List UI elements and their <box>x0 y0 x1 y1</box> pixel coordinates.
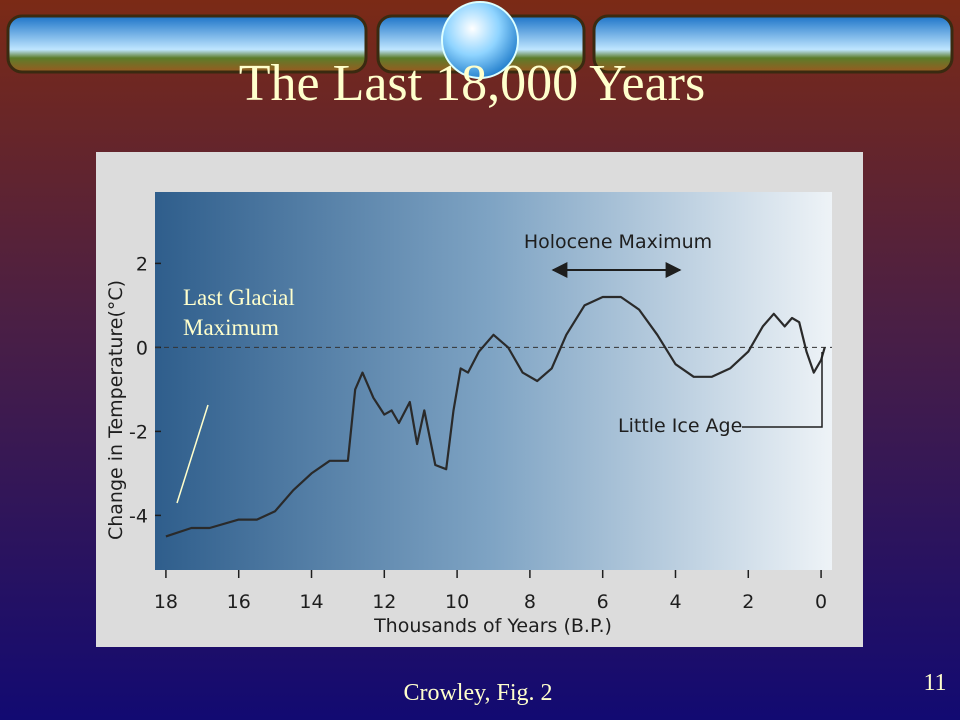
note-arrow <box>176 404 209 504</box>
x-tick-label: 6 <box>597 591 609 613</box>
header-banners <box>6 1 954 79</box>
y-tick-label: -2 <box>129 421 148 443</box>
annotation: Little Ice Age <box>618 415 742 437</box>
x-tick-label: 18 <box>154 591 178 613</box>
x-tick-label: 12 <box>372 591 396 613</box>
annotation: Holocene Maximum <box>524 231 712 253</box>
x-tick-label: 0 <box>815 591 827 613</box>
x-tick-label: 16 <box>227 591 251 613</box>
slide-title: The Last 18,000 Years <box>239 55 706 112</box>
y-tick-label: -4 <box>129 505 148 527</box>
x-axis-label: Thousands of Years (B.P.) <box>373 615 612 637</box>
chart: -4 -2 0 2 18 16 14 12 10 8 6 4 2 0 Thousands of Years … <box>105 231 832 637</box>
y-axis-label: Change in Temperature(°C) <box>105 280 127 540</box>
x-tick-label: 10 <box>445 591 469 613</box>
x-tick-label: 8 <box>524 591 536 613</box>
caption: Crowley, Fig. 2 <box>403 680 552 706</box>
x-tick-label: 2 <box>742 591 754 613</box>
note-box: Last Glacial Maximum <box>183 285 295 340</box>
note: Last Glacial Maximum <box>183 285 295 340</box>
annotation-bracket <box>742 352 823 428</box>
page-number: 11 <box>923 670 946 696</box>
x-tick-label: 4 <box>669 591 681 613</box>
y-tick-label: 0 <box>136 337 148 359</box>
y-tick-label: 2 <box>136 253 148 275</box>
x-tick-label: 14 <box>299 591 323 613</box>
temperature-line <box>165 295 826 538</box>
plot-area <box>155 192 832 570</box>
